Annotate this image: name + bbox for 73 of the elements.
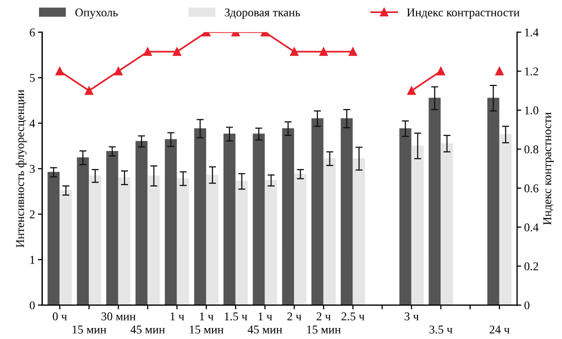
bar [428,98,441,306]
x-tick-label: 2 ч 15 мин [307,312,341,334]
x-tick-label: 3.5 ч [430,326,452,334]
bar [106,150,118,306]
x-tick-label: 1.5 ч [224,312,248,320]
point [56,67,64,76]
point [407,86,416,95]
bar [324,158,336,306]
bar [76,157,89,306]
y2-tick-label: 1.4 [525,28,539,36]
bar [340,118,353,306]
y-tick-label: 2 [30,210,35,218]
y2-tick-label: 1.2 [525,67,538,76]
x-tick-label: 2.5 ч [342,312,364,320]
x-tick-label: 45 мин [130,326,165,334]
legend-label: Индекс контрастности [406,8,520,19]
point [114,67,123,76]
x-tick-label: 1 ч 45 мин [248,312,282,334]
bar [148,176,160,306]
y2-axis-title: Индекс контрастности [543,112,554,225]
y-tick-label: 5 [30,74,35,82]
bar [48,172,60,306]
bar [487,98,500,306]
bar [353,158,366,306]
y2-tick-label: 0.6 [524,184,538,192]
point [436,67,445,76]
point [290,48,298,56]
point [348,48,358,56]
legend-label: Опухоль [75,8,118,19]
x-tick-label: 2 ч [287,312,302,320]
bar [294,174,306,306]
bar [440,143,453,306]
bar [89,176,102,306]
legend-label: Здоровая ткань [224,8,300,19]
bar [311,118,324,306]
y2-tick-label: 1.0 [525,106,538,114]
point [84,86,94,95]
x-tick-label: 30 мин [102,312,136,320]
y2-tick-label: 0.2 [524,262,538,270]
x-tick-label: 15 мин [72,326,106,334]
point [495,67,504,76]
x-tick-label: 3 ч [404,312,419,320]
bar [136,140,148,306]
x-tick-label: 0 ч [52,312,67,320]
bar [164,139,177,306]
bar [399,128,412,306]
bar [206,174,218,306]
y2-tick-label: 0.8 [524,145,538,154]
bar [252,134,265,306]
y-tick-label: 1 [30,256,34,264]
y-tick-label: 6 [30,28,35,36]
y2-tick-label: 0 [524,301,530,310]
y-axis-title: Интенсивность флуоресценции [16,90,27,248]
point [319,48,328,56]
bar [500,134,512,306]
point [172,48,182,56]
x-tick-label: 1 ч 15 мин [190,312,224,334]
bar [118,177,131,306]
y2-tick-label: 0.4 [524,223,539,232]
x-tick-label: 24 ч [490,326,510,334]
x-tick-label: 1 ч [170,312,184,320]
bar [177,178,190,306]
point [144,48,152,56]
bar [223,134,236,306]
y-tick-label: 4 [30,119,36,128]
bar [265,180,278,306]
bar [282,128,294,306]
y-tick-label: 3 [30,164,35,173]
bar [412,145,424,306]
bar [60,190,72,306]
bar [194,128,206,306]
bar [236,180,248,306]
y-tick-label: 0 [30,301,35,310]
